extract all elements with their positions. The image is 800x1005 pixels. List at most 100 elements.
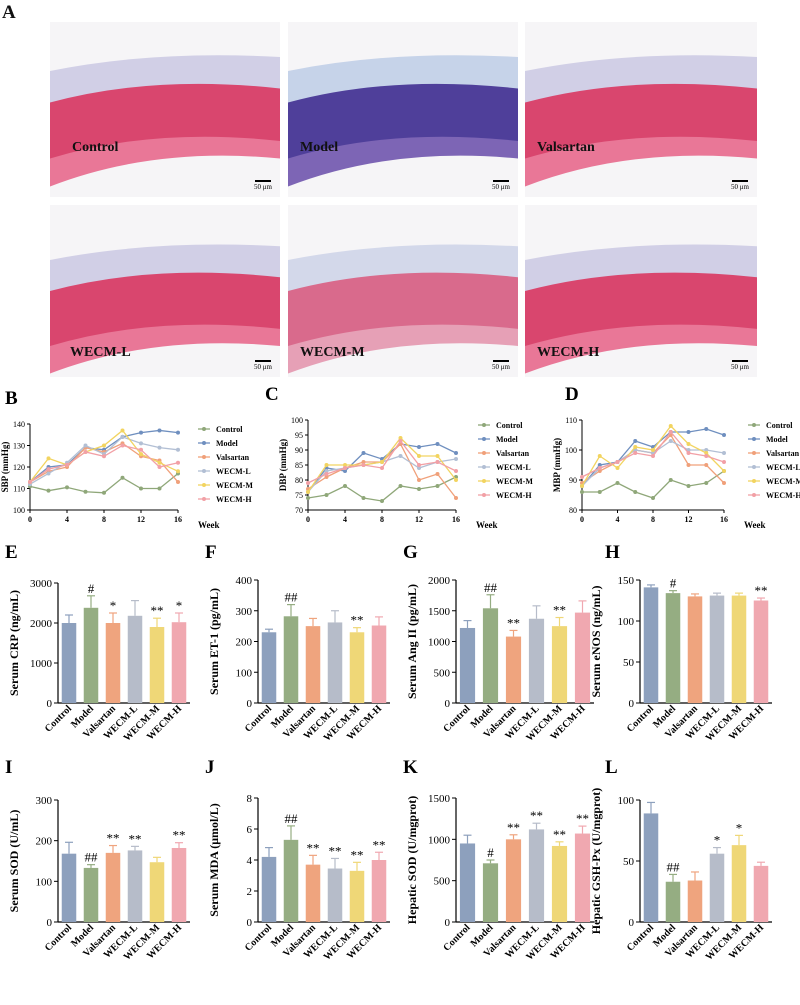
data-point xyxy=(139,452,143,457)
data-point xyxy=(343,466,347,470)
y-tick-label: 100 xyxy=(618,795,635,807)
data-point xyxy=(380,499,384,503)
data-point xyxy=(120,443,125,448)
bar-model xyxy=(665,593,681,703)
panel-letter: G xyxy=(403,542,418,563)
x-axis-label: Week xyxy=(476,520,498,530)
legend-marker xyxy=(482,423,486,427)
y-axis-label: Serum ET-1 (pg/mL) xyxy=(207,588,221,695)
y-tick-label: 100 xyxy=(618,616,635,628)
data-point xyxy=(454,451,458,455)
y-tick-label: 120 xyxy=(13,463,25,472)
data-point xyxy=(435,442,440,446)
bar-control xyxy=(643,587,659,703)
data-point xyxy=(686,451,691,455)
data-point xyxy=(120,428,125,433)
y-axis-label: SBP (mmHg) xyxy=(0,442,10,493)
y-tick-label: 75 xyxy=(295,491,303,500)
legend-label: WECM-H xyxy=(496,491,532,500)
legend-marker xyxy=(202,469,206,473)
data-point xyxy=(380,460,384,464)
y-axis-label: Hepatic SOD (U/mgprot) xyxy=(405,796,419,924)
y-tick-label: 2 xyxy=(247,886,253,898)
y-tick-label: 6 xyxy=(247,824,253,836)
tissue-section-image xyxy=(288,244,518,374)
y-tick-label: 1000 xyxy=(30,658,53,670)
bar-wecm-m xyxy=(731,595,747,703)
significance-mark: ** xyxy=(173,828,186,843)
x-tick-label: 4 xyxy=(343,515,347,524)
data-point xyxy=(176,430,180,435)
data-point xyxy=(83,449,88,454)
y-axis-label: Serum eNOS (ng/mL) xyxy=(589,586,603,698)
significance-mark: ** xyxy=(151,603,164,618)
bar-model xyxy=(83,607,99,703)
bar-control xyxy=(643,813,659,922)
bar-valsartan xyxy=(105,852,121,922)
significance-mark: ## xyxy=(285,590,299,605)
data-point xyxy=(83,443,88,448)
data-point xyxy=(686,430,691,434)
scale-bar: 50 μm xyxy=(492,360,510,371)
y-tick-label: 500 xyxy=(434,667,451,679)
scale-bar: 50 μm xyxy=(254,180,272,191)
significance-mark: ## xyxy=(667,859,681,874)
legend-marker xyxy=(482,479,486,483)
scale-bar: 50 μm xyxy=(731,180,749,191)
bar-control xyxy=(459,627,476,703)
y-tick-label: 130 xyxy=(13,442,25,451)
legend-label: Control xyxy=(216,425,243,434)
micrograph-label: Model xyxy=(300,140,339,155)
data-point xyxy=(722,469,726,473)
legend-label: Model xyxy=(216,439,239,448)
data-point xyxy=(306,490,310,494)
data-point xyxy=(417,478,421,482)
significance-mark: ** xyxy=(329,843,342,858)
x-tick-label: 8 xyxy=(651,515,655,524)
y-tick-label: 90 xyxy=(295,446,303,455)
bar-wecm-m xyxy=(731,845,747,922)
tissue-section-image xyxy=(525,55,757,187)
data-point xyxy=(704,427,709,431)
data-point xyxy=(668,439,673,443)
data-point xyxy=(454,496,458,500)
data-point xyxy=(435,484,440,488)
legend-marker xyxy=(202,483,206,487)
bar-wecm-h xyxy=(753,865,769,922)
bar-control xyxy=(261,856,277,922)
panel-letter: H xyxy=(605,542,620,563)
data-point xyxy=(176,460,180,465)
significance-mark: ** xyxy=(755,583,768,598)
data-point xyxy=(651,454,655,458)
data-point xyxy=(704,454,709,458)
bar-wecm-l xyxy=(127,850,143,922)
series-line-control xyxy=(582,470,725,499)
x-axis-label: Week xyxy=(744,520,766,530)
y-tick-label: 85 xyxy=(295,461,303,470)
y-tick-label: 1500 xyxy=(428,793,451,805)
y-tick-label: 100 xyxy=(565,446,577,455)
bar-wecm-m xyxy=(551,845,568,922)
y-tick-label: 100 xyxy=(236,667,253,679)
legend-marker xyxy=(752,493,756,497)
y-tick-label: 80 xyxy=(295,476,303,485)
data-point xyxy=(102,443,106,448)
x-tick-label: 8 xyxy=(102,515,106,524)
bar-model xyxy=(482,863,499,922)
bar-wecm-h xyxy=(171,847,187,922)
micrograph-valsartan: Valsartan 50 μm xyxy=(525,22,757,197)
y-tick-label: 300 xyxy=(36,795,53,807)
data-point xyxy=(157,486,162,491)
legend-label: Valsartan xyxy=(496,449,530,458)
legend-label: Model xyxy=(766,435,789,444)
data-point xyxy=(615,460,620,464)
x-tick-label: 16 xyxy=(174,515,182,524)
y-tick-label: 200 xyxy=(36,836,53,848)
y-tick-label: 2000 xyxy=(30,618,53,630)
bar-model xyxy=(482,608,499,703)
legend-label: WECM-L xyxy=(216,467,251,476)
y-tick-label: 0 xyxy=(247,917,253,929)
y-tick-label: 400 xyxy=(236,575,253,587)
bar-wecm-h xyxy=(574,833,591,922)
